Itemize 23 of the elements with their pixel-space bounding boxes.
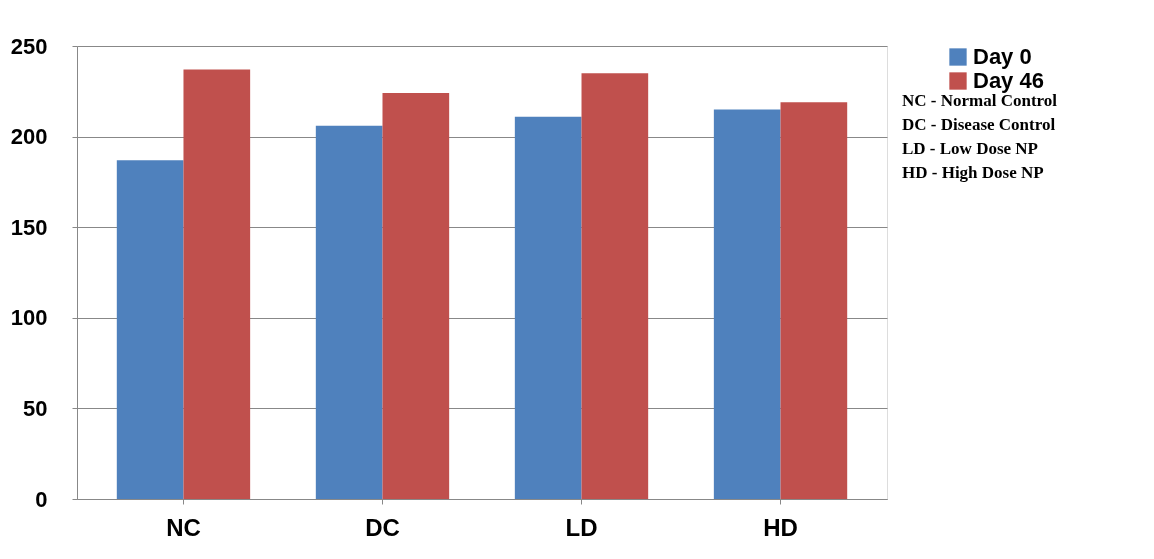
bar	[116, 160, 184, 499]
legend-label: Day 46	[973, 68, 1044, 93]
text: DC - Disease Control	[902, 115, 1056, 134]
legend-label: Day 0	[973, 44, 1032, 69]
text: LD - Low Dose NP	[902, 139, 1038, 158]
bar	[183, 69, 251, 499]
y-tick-label: 150	[10, 214, 48, 240]
bar	[315, 125, 383, 499]
bar	[514, 116, 582, 499]
bar	[382, 93, 450, 499]
x-tick-label: LD	[565, 513, 598, 541]
bar	[581, 73, 649, 499]
bar	[713, 109, 781, 499]
y-tick-label: 250	[10, 33, 48, 59]
x-tick-label: HD	[763, 513, 798, 541]
y-tick-label: 50	[23, 395, 48, 421]
x-tick-label: DC	[365, 513, 400, 541]
y-tick-label: 200	[10, 124, 48, 150]
x-tick-label: NC	[166, 513, 201, 541]
bar	[780, 102, 848, 499]
y-tick-label: 100	[10, 305, 48, 331]
y-tick-label: 0	[35, 486, 48, 512]
text: HD - High Dose NP	[902, 163, 1044, 182]
